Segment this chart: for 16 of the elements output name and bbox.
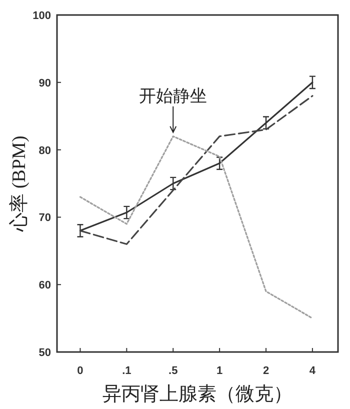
x-tick-label: 1 [216, 365, 223, 377]
x-tick-label: 2 [262, 365, 270, 377]
x-tick-label: 4 [309, 365, 316, 377]
annotation: 开始静坐 [139, 86, 208, 106]
y-tick-label: 60 [38, 280, 51, 292]
x-axis-title: 异丙肾上腺素（微克） [102, 384, 292, 405]
y-tick-label: 100 [32, 10, 51, 22]
x-tick-label: .1 [122, 365, 132, 377]
x-tick-label: 0 [77, 365, 84, 377]
y-tick-label: 90 [38, 77, 51, 90]
y-tick-label: 50 [38, 347, 51, 359]
x-tick-label: .5 [168, 365, 178, 377]
y-axis-title: 心率 (BPM) [8, 136, 30, 232]
y-tick-label: 70 [38, 212, 51, 224]
y-tick-label: 80 [38, 144, 51, 157]
line-series [79, 136, 314, 320]
